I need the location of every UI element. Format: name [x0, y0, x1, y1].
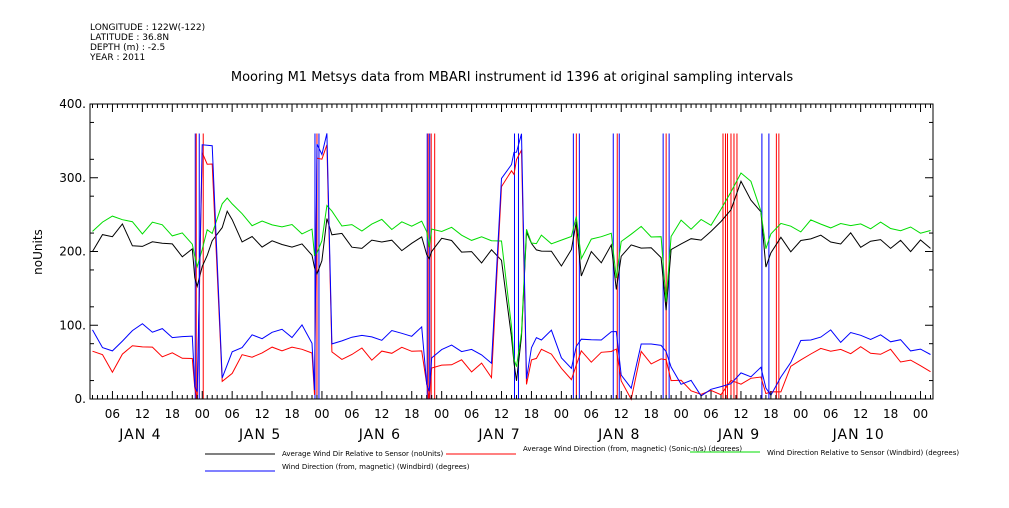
- x-tick-label-19: 00: [673, 407, 688, 421]
- x-tick-label-2: 18: [165, 407, 180, 421]
- y-tick-label-3: 300.: [59, 171, 86, 185]
- legend-label-1: Average Wind Direction (from, magnetic) …: [523, 445, 742, 453]
- x-tick-label-22: 18: [763, 407, 778, 421]
- legend-label-2: Wind Direction Relative to Sensor (Windb…: [767, 449, 959, 457]
- x-tick-label-1: 12: [135, 407, 150, 421]
- y-tick-label-1: 100.: [59, 318, 86, 332]
- day-label-3: JAN 7: [477, 427, 520, 443]
- x-tick-label-5: 12: [254, 407, 269, 421]
- x-tick-label-13: 12: [494, 407, 509, 421]
- y-tick-label-0: 0.: [75, 392, 86, 406]
- x-tick-label-7: 00: [314, 407, 329, 421]
- meta-longitude: LONGITUDE : 122W(-122): [90, 23, 205, 33]
- series-line-3: [92, 133, 931, 397]
- day-label-0: JAN 4: [118, 427, 161, 443]
- x-tick-label-4: 06: [225, 407, 240, 421]
- x-tick-label-20: 06: [703, 407, 718, 421]
- legend: Average Wind Dir Relative to Sensor (noU…: [205, 445, 959, 472]
- x-tick-label-8: 06: [344, 407, 359, 421]
- plot-area: [92, 133, 931, 401]
- x-tick-label-26: 18: [883, 407, 898, 421]
- y-axis-label: noUnits: [31, 229, 45, 275]
- x-tick-label-27: 00: [913, 407, 928, 421]
- series-line-2: [92, 172, 931, 367]
- x-tick-label-18: 18: [644, 407, 659, 421]
- x-tick-label-10: 18: [404, 407, 419, 421]
- day-label-1: JAN 5: [238, 427, 281, 443]
- legend-label-0: Average Wind Dir Relative to Sensor (noU…: [282, 450, 443, 458]
- chart-title: Mooring M1 Metsys data from MBARI instru…: [231, 70, 793, 85]
- meta-depth: DEPTH (m) : -2.5: [90, 43, 165, 53]
- y-tick-label-2: 200.: [59, 245, 86, 259]
- series-line-1: [92, 144, 931, 401]
- x-tick-label-11: 00: [434, 407, 449, 421]
- x-tick-label-0: 06: [105, 407, 120, 421]
- legend-label-3: Wind Direction (from, magnetic) (Windbir…: [282, 463, 470, 471]
- day-label-4: JAN 8: [597, 427, 640, 443]
- x-tick-label-24: 06: [823, 407, 838, 421]
- series-line-0: [92, 180, 931, 381]
- metadata-block: LONGITUDE : 122W(-122) LATITUDE : 36.8N …: [89, 23, 205, 63]
- x-tick-label-9: 12: [374, 407, 389, 421]
- y-tick-label-4: 400.: [59, 97, 86, 111]
- day-label-6: JAN 10: [832, 427, 885, 443]
- x-tick-label-21: 12: [733, 407, 748, 421]
- meta-year: YEAR : 2011: [89, 53, 145, 63]
- meta-latitude: LATITUDE : 36.8N: [90, 33, 169, 43]
- axes: 0. 100. 200. 300. 400. 06 12 18 00 06 12 18 00 06 12 18…: [59, 97, 934, 443]
- x-tick-label-17: 12: [614, 407, 629, 421]
- x-tick-label-6: 18: [284, 407, 299, 421]
- day-label-2: JAN 6: [358, 427, 401, 443]
- x-tick-label-3: 00: [195, 407, 210, 421]
- x-tick-label-23: 00: [793, 407, 808, 421]
- x-tick-label-14: 18: [524, 407, 539, 421]
- x-tick-label-15: 00: [554, 407, 569, 421]
- day-label-5: JAN 9: [717, 427, 760, 443]
- x-tick-label-25: 12: [853, 407, 868, 421]
- x-tick-label-16: 06: [584, 407, 599, 421]
- x-tick-label-12: 06: [464, 407, 479, 421]
